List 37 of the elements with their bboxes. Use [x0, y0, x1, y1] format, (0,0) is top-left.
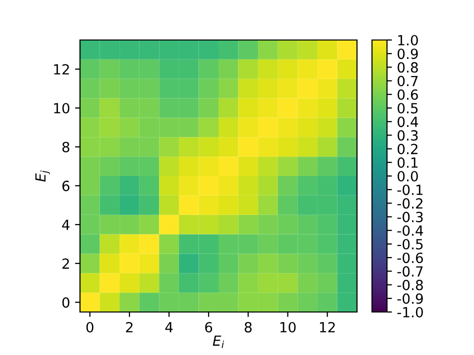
color-bar-label: 0.8	[398, 62, 418, 73]
color-bar-label: 0.0	[398, 170, 418, 182]
x-tick-label: 2	[126, 322, 132, 332]
y-tick-label: 2	[62, 258, 69, 269]
color-bar-label: -0.8	[397, 280, 423, 290]
color-bar-label: 0.3	[398, 130, 418, 141]
color-bar-label: -0.1	[397, 184, 423, 196]
color-bar-label: -0.3	[397, 212, 423, 222]
color-bar-label: -0.5	[397, 238, 423, 250]
y-tick-label: 12	[54, 64, 69, 74]
color-bar-label: 0.5	[398, 102, 418, 114]
x-axis-title: E$_{i}$	[212, 336, 224, 348]
y-tick-label: 4	[62, 220, 70, 230]
color-bar-label: 0.6	[398, 89, 418, 100]
color-bar-label: -1.0	[397, 306, 423, 318]
color-bar-label: 0.2	[398, 144, 418, 154]
y-tick-label: 0	[62, 297, 70, 308]
color-bar-label: -0.6	[397, 252, 423, 264]
y-axis-title: E$_{j}$	[35, 170, 50, 182]
color-bar-label: -0.4	[397, 225, 424, 236]
y-tick-label: 8	[62, 142, 70, 152]
color-bar-label: 0.4	[398, 116, 418, 128]
color-bar-label: -0.2	[397, 198, 422, 209]
color-bar-label: 1.0	[398, 34, 418, 46]
color-bar-label: 0.9	[398, 48, 418, 60]
x-tick-label: 4	[165, 322, 173, 332]
color-bar-label: -0.7	[397, 266, 423, 277]
color-bar-label: -0.9	[397, 293, 423, 304]
x-tick-label: 6	[205, 322, 212, 332]
x-tick-label: 10	[280, 322, 296, 332]
x-tick-label: 8	[244, 322, 252, 332]
y-tick-label: 10	[54, 102, 70, 114]
color-bar-label: 0.7	[398, 76, 418, 86]
y-tick-label: 6	[62, 180, 70, 192]
x-tick-label: 12	[320, 322, 335, 332]
x-tick-label: 0	[86, 322, 94, 332]
color-bar-label: 0.1	[398, 157, 418, 168]
